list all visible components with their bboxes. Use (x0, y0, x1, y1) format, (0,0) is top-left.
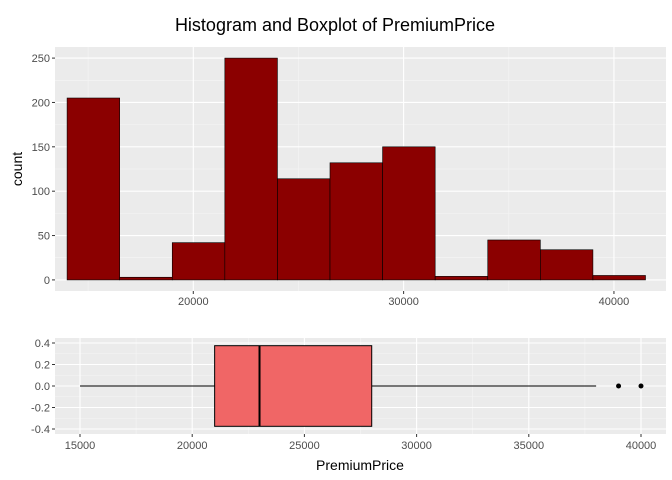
boxplot-y-tick-label: 0.0 (35, 381, 50, 393)
histogram-bar (592, 275, 646, 281)
histogram-y-tick-label: 150 (32, 142, 50, 154)
boxplot-box (214, 345, 373, 427)
boxplot-x-axis-title: PremiumPrice (316, 457, 404, 473)
histogram-bar (382, 146, 436, 281)
boxplot-x-tick-label: 35000 (514, 440, 545, 452)
histogram-x-axis: 20000 30000 40000 (178, 291, 629, 308)
histogram-y-tick-label: 50 (38, 231, 50, 243)
boxplot-panel: 0.4 0.2 0.0 -0.2 -0.4 15000 20000 25000 30000 35… (31, 338, 666, 473)
boxplot-marks (80, 345, 644, 427)
boxplot-x-tick-label: 30000 (401, 440, 432, 452)
histogram-bar (434, 276, 489, 281)
boxplot-outlier-point (638, 383, 644, 389)
boxplot-x-tick-label: 40000 (626, 440, 657, 452)
boxplot-y-tick-label: 0.4 (35, 338, 50, 350)
histogram-bars (66, 57, 646, 281)
histogram-bar (119, 276, 173, 281)
histogram-y-axis: 0 50 100 150 200 250 (32, 53, 55, 287)
boxplot-y-axis: 0.4 0.2 0.0 -0.2 -0.4 (31, 338, 55, 436)
boxplot-x-tick-label: 20000 (177, 440, 208, 452)
histogram-y-tick-label: 200 (32, 97, 50, 109)
histogram-bar (66, 97, 120, 281)
chart-title: Histogram and Boxplot of PremiumPrice (175, 15, 495, 35)
histogram-bar (224, 57, 278, 281)
histogram-y-tick-label: 100 (32, 186, 50, 198)
histogram-x-tick-label: 20000 (178, 296, 209, 308)
boxplot-y-tick-label: 0.2 (35, 360, 50, 372)
histogram-x-tick-label: 40000 (599, 296, 630, 308)
histogram-bar (171, 242, 226, 281)
histogram-bar (487, 239, 541, 281)
histogram-bar (540, 249, 594, 281)
histogram-panel: 0 50 100 150 200 250 20000 30000 40000 count (9, 47, 666, 308)
histogram-y-axis-title: count (9, 152, 25, 186)
histogram-y-tick-label: 250 (32, 53, 50, 65)
histogram-bar (329, 162, 383, 281)
boxplot-outlier-point (616, 383, 622, 389)
histogram-y-tick-label: 0 (44, 275, 50, 287)
boxplot-y-tick-label: -0.2 (31, 403, 50, 415)
histogram-bar (277, 178, 331, 281)
boxplot-y-tick-label: -0.4 (31, 424, 50, 436)
histogram-x-tick-label: 30000 (388, 296, 419, 308)
boxplot-x-axis: 15000 20000 25000 30000 35000 40000 (65, 434, 657, 452)
boxplot-x-tick-label: 25000 (289, 440, 320, 452)
boxplot-x-tick-label: 15000 (65, 440, 96, 452)
